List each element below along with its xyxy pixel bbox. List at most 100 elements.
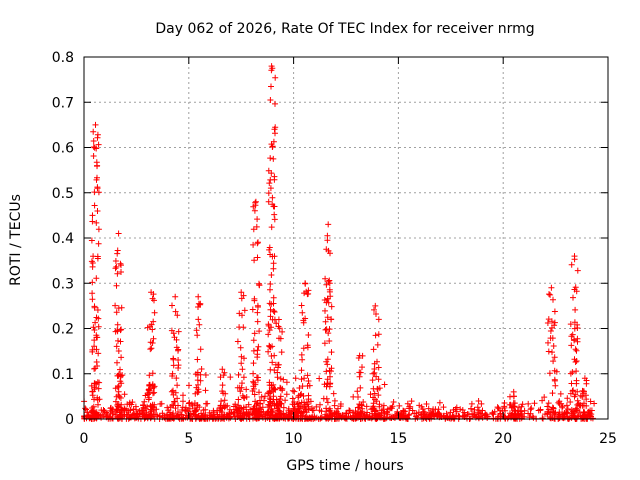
data-point [180,392,186,399]
data-point [161,412,167,419]
data-point [118,326,125,333]
data-point [375,364,382,371]
data-point [544,410,551,417]
data-point [90,128,97,135]
data-point [575,412,582,419]
data-point [423,401,430,407]
data-point [373,311,379,317]
data-point [113,343,120,350]
data-point [262,393,268,400]
data-point [364,413,371,420]
data-point [396,402,403,409]
data-point [269,408,276,414]
data-point [270,260,277,267]
y-tick-label: 0.5 [52,186,74,202]
data-point [243,386,250,393]
data-point [151,297,157,304]
data-point [250,347,257,354]
data-point [265,348,272,355]
data-point [289,387,296,394]
data-point [93,334,100,341]
data-point [240,292,247,299]
data-point [479,407,486,414]
x-tick-label: 10 [285,431,303,447]
data-point [568,261,575,268]
data-point [324,380,331,387]
data-point [374,341,381,348]
data-point [141,398,148,405]
data-point [186,382,192,389]
data-point [112,302,119,309]
data-point [92,319,99,326]
data-point [271,309,278,315]
data-point [298,302,305,309]
x-tick-label: 0 [80,431,89,447]
data-point [114,270,121,277]
data-point [250,370,257,377]
data-point [511,415,518,422]
data-point [89,296,96,303]
data-point [239,366,246,373]
data-point [545,348,552,355]
data-point [217,374,224,381]
data-point [217,407,224,414]
data-point [270,155,277,162]
data-point [92,365,99,372]
data-point [298,399,305,406]
data-point [89,405,96,411]
data-point [324,361,331,368]
data-point [502,407,509,414]
data-point [193,327,200,334]
data-point [139,413,146,420]
data-point [570,294,576,301]
data-point [247,406,254,413]
data-point [250,360,257,367]
data-point [202,406,209,413]
data-point [300,345,307,352]
data-point [409,407,416,414]
data-point [254,216,261,223]
data-point [144,390,151,397]
data-point [378,407,385,414]
data-point [337,403,344,410]
data-point [404,400,411,407]
data-point [93,159,100,166]
data-point [273,396,280,403]
data-point [303,415,310,422]
data-point [272,130,278,137]
data-point [569,331,576,338]
data-point [326,277,333,284]
x-tick-label: 5 [184,431,193,447]
data-point [254,309,261,316]
data-point [93,145,100,152]
data-point [260,408,267,415]
data-point [266,382,273,389]
data-point [118,354,125,361]
data-point [305,290,312,297]
data-point [244,411,251,418]
data-point [550,296,556,303]
data-point [239,409,246,416]
y-tick-label: 0.1 [52,367,74,383]
data-point [218,415,225,422]
data-point [250,385,257,392]
data-point [241,355,247,362]
data-point [405,412,412,419]
data-point [94,134,101,141]
data-point [174,312,181,319]
data-point [277,411,284,418]
data-point [112,398,119,405]
data-point [374,358,380,365]
data-point [114,321,121,328]
data-point [571,256,578,263]
data-point [531,400,538,407]
data-point [579,393,586,400]
data-point [545,316,552,323]
data-point [149,326,156,333]
data-point [268,67,275,74]
data-point [326,414,333,421]
data-point [357,369,364,376]
data-point [328,368,334,375]
data-point [255,405,262,411]
data-point [343,410,350,417]
